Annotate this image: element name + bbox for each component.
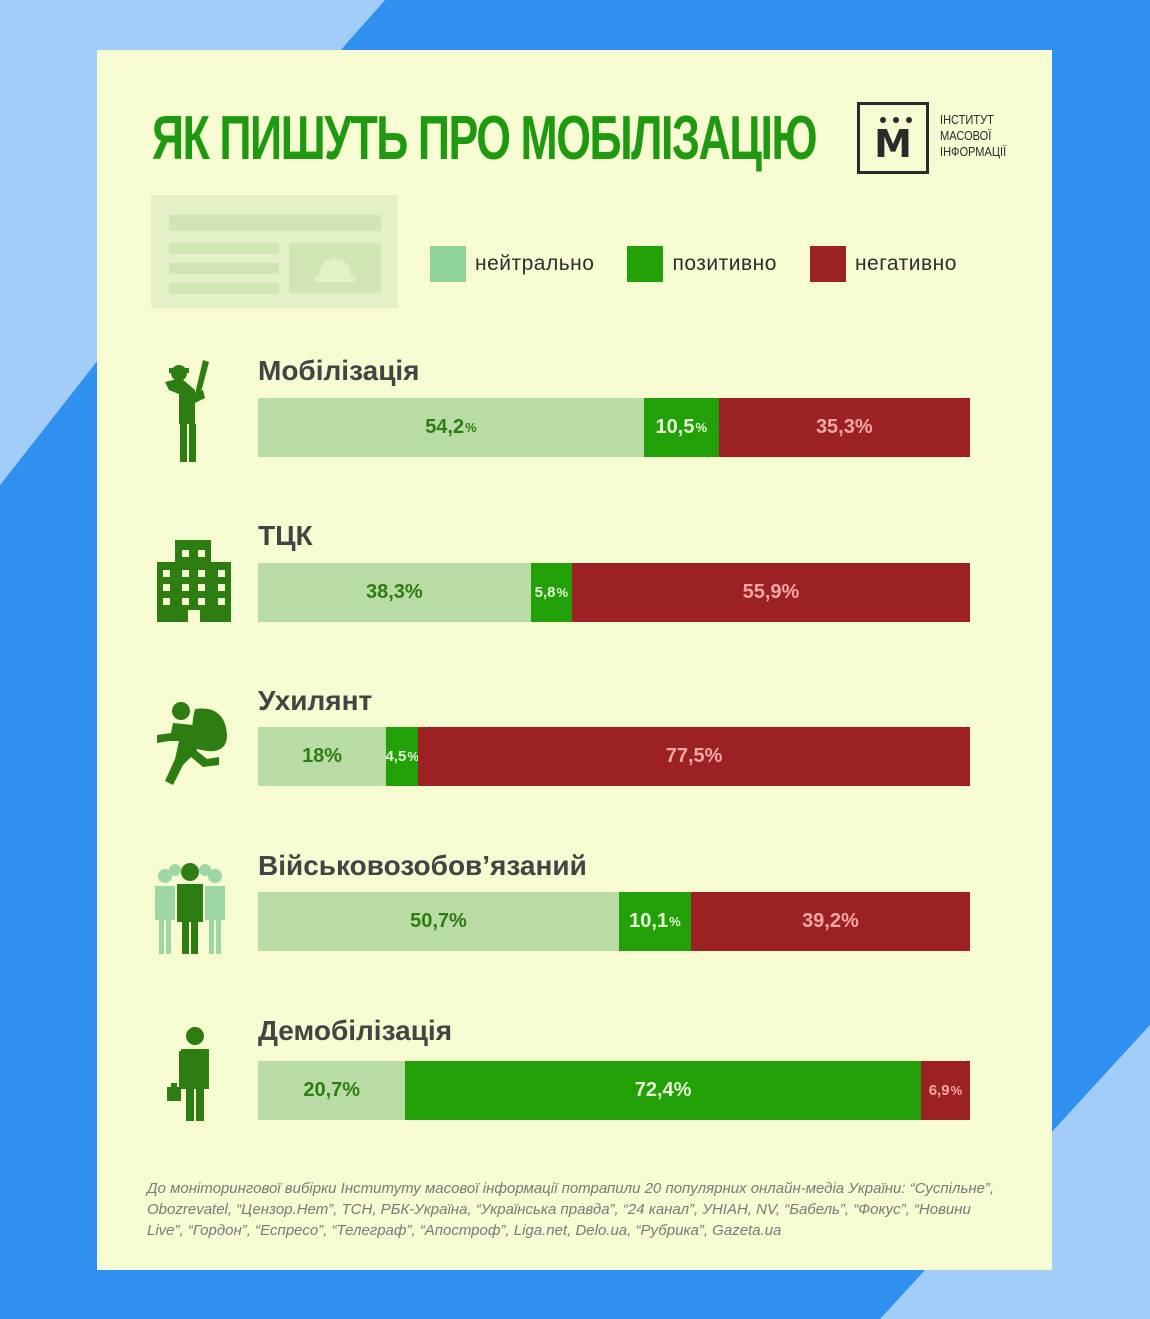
- bar-segment-neutral: 54,2%: [258, 398, 644, 457]
- percent-sign: %: [556, 585, 569, 600]
- stacked-bar-demobilization: 20,7% 72,4% 6,9%: [258, 1061, 970, 1120]
- soldier-saluting-icon: [165, 360, 209, 462]
- legend-swatch-positive: [627, 246, 664, 282]
- legend-label-neutral: нейтрально: [475, 252, 595, 275]
- bar-segment-negative: 39,2%: [690, 892, 970, 951]
- legend-item-positive: позитивно: [627, 246, 776, 282]
- bar-segment-positive: 72,4%: [405, 1061, 921, 1120]
- legend-swatch-neutral: [430, 246, 466, 282]
- data-label-neutral: 20,7%: [303, 1079, 361, 1101]
- legend-item-negative: негативно: [809, 246, 957, 282]
- chart-legend: нейтрально позитивно негативно: [430, 246, 990, 282]
- bar-segment-neutral: 18%: [258, 727, 387, 786]
- data-label-negative: 55,9%: [742, 581, 800, 603]
- bar-segment-neutral: 20,7%: [258, 1061, 406, 1120]
- logo-mark: М: [857, 102, 929, 174]
- infographic-card: ЯК ПИШУТЬ ПРО МОБІЛІЗАЦІЮ М ІНСТИТУТ МАС…: [97, 50, 1052, 1270]
- bar-segment-positive: 10,1%: [618, 892, 691, 951]
- legend-label-negative: негативно: [854, 252, 957, 275]
- legend-item-neutral: нейтрально: [430, 246, 594, 282]
- bar-segment-positive: 5,8%: [530, 563, 572, 622]
- data-label-positive: 5,8: [534, 584, 556, 601]
- category-label-conscript: Військовозобов’язаний: [258, 850, 587, 881]
- logo-line-3: ІНФОРМАЦІЇ: [940, 144, 1007, 159]
- percent-sign: %: [407, 749, 419, 764]
- bar-segment-positive: 10,5%: [643, 398, 719, 457]
- data-label-negative: 35,3%: [815, 416, 873, 438]
- percent-sign: %: [465, 420, 477, 435]
- logo-letter: М: [874, 122, 912, 166]
- bar-segment-negative: 6,9%: [920, 1061, 970, 1120]
- data-label-negative: 39,2%: [802, 910, 859, 932]
- category-label-mobilization: Мобілізація: [258, 355, 420, 386]
- data-label-negative: 6,9: [928, 1082, 950, 1099]
- bar-segment-neutral: 38,3%: [258, 563, 531, 622]
- logo-line-2: МАСОВОЇ: [940, 128, 992, 143]
- data-label-neutral: 18%: [302, 745, 343, 767]
- percent-sign: %: [950, 1083, 963, 1098]
- footnote: До моніторингової вибірки Інституту масо…: [147, 1180, 995, 1239]
- category-label-demobilization: Демобілізація: [258, 1015, 453, 1046]
- bar-segment-positive: 4,5%: [386, 727, 419, 786]
- group-of-people-icon: [155, 863, 225, 954]
- bar-segment-negative: 77,5%: [418, 727, 970, 786]
- data-label-positive: 72,4%: [634, 1079, 692, 1101]
- stacked-bar-draft-evader: 18% 4,5% 77,5%: [258, 727, 970, 786]
- logo-line-1: ІНСТИТУТ: [940, 112, 994, 127]
- stacked-bar-conscript: 50,7% 10,1% 39,2%: [258, 892, 970, 951]
- data-label-negative: 77,5%: [665, 745, 723, 767]
- bar-segment-neutral: 50,7%: [258, 892, 619, 951]
- legend-swatch-negative: [809, 246, 846, 282]
- stacked-bar-tck: 38,3% 5,8% 55,9%: [258, 563, 970, 622]
- category-label-tck: ТЦК: [258, 520, 313, 551]
- data-label-neutral: 54,2: [425, 416, 465, 438]
- fleeing-man-icon: [157, 702, 227, 785]
- data-label-neutral: 38,3%: [365, 581, 423, 603]
- data-label-positive: 10,5: [655, 416, 695, 438]
- building-icon: [157, 540, 231, 622]
- bar-segment-negative: 35,3%: [718, 398, 970, 457]
- newspaper-icon: [151, 195, 398, 308]
- page-title: ЯК ПИШУТЬ ПРО МОБІЛІЗАЦІЮ: [152, 104, 817, 173]
- data-label-neutral: 50,7%: [410, 910, 467, 932]
- category-label-draft-evader: Ухилянт: [258, 685, 373, 716]
- data-label-positive: 10,1: [629, 910, 669, 932]
- data-label-positive: 4,5: [386, 748, 407, 765]
- bar-segment-negative: 55,9%: [571, 563, 970, 622]
- logo-text: ІНСТИТУТ МАСОВОЇ ІНФОРМАЦІЇ: [940, 112, 1020, 160]
- legend-label-positive: позитивно: [672, 252, 777, 275]
- stacked-bar-mobilization: 54,2% 10,5% 35,3%: [258, 398, 970, 457]
- man-with-bag-icon: [167, 1027, 209, 1121]
- percent-sign: %: [669, 914, 681, 929]
- percent-sign: %: [695, 420, 708, 435]
